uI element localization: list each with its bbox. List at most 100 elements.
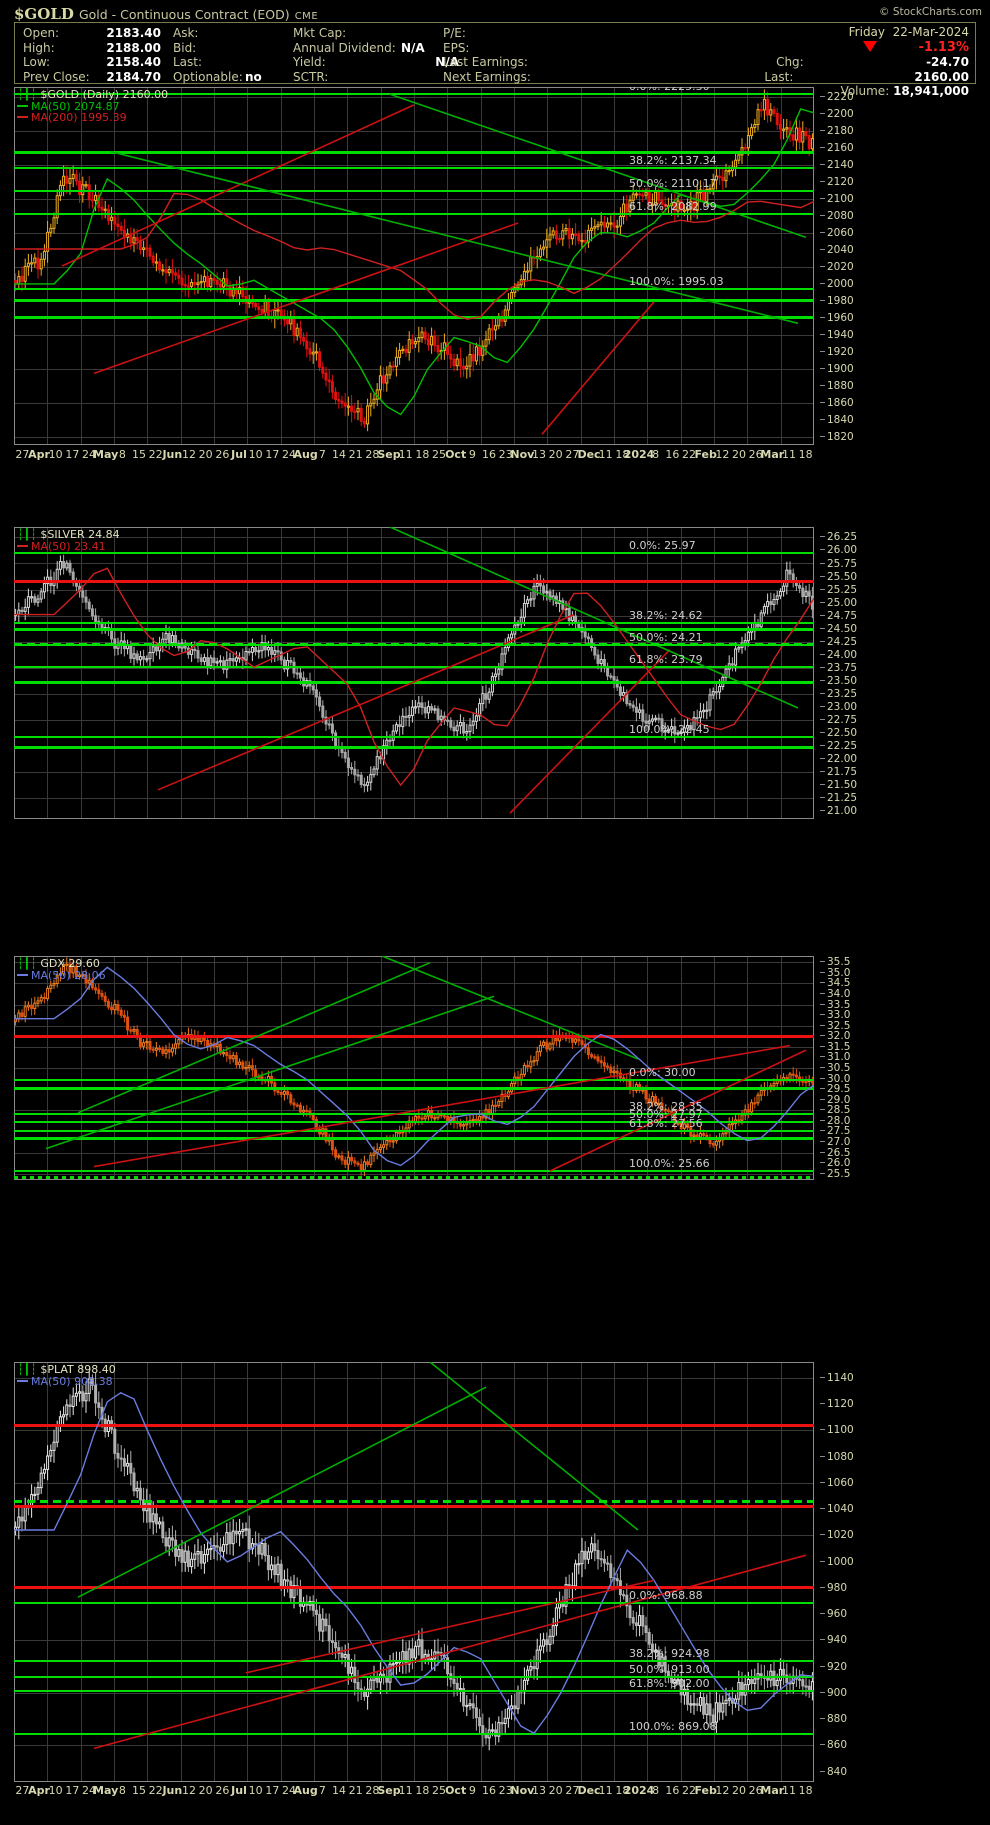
y-axis-label: 29.5 <box>820 1083 850 1095</box>
plot-area-silver[interactable]: 0.0%: 25.97 38.2%: 24.62 50.0%: 24.21 61.8%… <box>14 527 814 819</box>
gridline-horizontal <box>14 1378 814 1379</box>
y-axis-label: 33.0 <box>820 1009 850 1021</box>
gridline-vertical <box>114 1362 115 1782</box>
fib-line-500 <box>14 1676 814 1678</box>
gridline-vertical <box>547 527 548 819</box>
axis-tick-mark <box>820 181 825 182</box>
y-axis-label: 880 <box>820 1713 847 1725</box>
y-axis-label: 1000 <box>820 1556 854 1568</box>
chart-panel-plat[interactable]: 0.0%: 968.88 38.2%: 924.98 50.0%: 913.00 61… <box>14 1362 814 1782</box>
fib-label-1000: 100.0%: 25.66 <box>629 1157 710 1170</box>
x-axis-label: 17 <box>65 448 80 461</box>
chart-panel-silver[interactable]: 0.0%: 25.97 38.2%: 24.62 50.0%: 24.21 61.8%… <box>14 527 814 819</box>
x-axis-label: 26 <box>748 448 763 461</box>
ma-swatch-icon <box>17 104 28 107</box>
axis-tick-mark <box>820 1770 825 1772</box>
gridline-vertical <box>447 1362 448 1782</box>
y-axis-label: 25.00 <box>820 597 857 609</box>
legend-symbol-plat: $PLAT <box>40 1363 74 1376</box>
x-axis-label: 18 <box>798 448 813 461</box>
axis-tick-mark <box>820 1376 825 1378</box>
axis-tick-mark <box>820 197 825 199</box>
x-axis-label: 10 <box>248 448 263 461</box>
gridline-vertical <box>714 527 715 819</box>
gridline-vertical <box>547 87 548 445</box>
copyright-label: © StockCharts.com <box>879 6 982 18</box>
axis-tick-mark <box>820 718 825 720</box>
chart-panel-gdx[interactable]: 0.0%: 30.00 38.2%: 28.35 50.0%: 27.97 61.8%… <box>14 956 814 1180</box>
gridline-horizontal <box>14 437 814 438</box>
gridline-horizontal <box>14 1693 814 1694</box>
axis-tick-mark <box>820 435 825 437</box>
fib-line-618 <box>14 213 814 215</box>
quote-column-price: Open: 2183.40 High: 2188.00 Low: 2158.40 Pr… <box>23 26 161 84</box>
axis-tick-mark <box>820 282 825 284</box>
x-axis-label: 14 <box>332 448 346 461</box>
axis-tick-mark <box>820 549 825 551</box>
y-axis-label: 1820 <box>820 431 854 443</box>
y-axis-label: 26.00 <box>820 544 857 556</box>
x-axis-label: 12 <box>182 1784 196 1797</box>
exchange-label: CME <box>294 11 319 22</box>
plot-area-plat[interactable]: 0.0%: 968.88 38.2%: 924.98 50.0%: 913.00 61… <box>14 1362 814 1782</box>
gridline-horizontal <box>14 1153 814 1154</box>
x-axis-label: 24 <box>282 448 296 461</box>
legend-ma-silver-0: MA(50) 23.41 <box>31 539 106 553</box>
gridline-horizontal <box>14 1535 814 1536</box>
y-axis-label: 2000 <box>820 278 854 290</box>
axis-tick-mark <box>820 1172 825 1174</box>
gridline-horizontal <box>14 1745 814 1746</box>
plot-area-gold[interactable]: 0.0%: 2225.30 38.2%: 2137.34 50.0%: 2110.1… <box>14 87 814 445</box>
axis-tick-mark <box>820 147 825 149</box>
axis-tick-mark <box>820 1613 825 1614</box>
gridline-horizontal <box>14 668 814 669</box>
eps-label: EPS: <box>443 40 470 55</box>
x-axis-label: 18 <box>615 448 630 461</box>
y-axis-label: 2040 <box>820 244 854 256</box>
axis-tick-mark <box>820 601 825 603</box>
quote-box: Open: 2183.40 High: 2188.00 Low: 2158.40 Pr… <box>14 22 976 98</box>
axis-tick-mark <box>820 575 825 577</box>
gridline-horizontal <box>14 962 814 963</box>
annual-dividend-label: Annual Dividend: <box>293 40 396 55</box>
y-axis-label: 900 <box>820 1687 847 1699</box>
gridline-vertical <box>81 87 82 445</box>
gridline-horizontal <box>14 335 814 336</box>
x-axis-label: Nov <box>510 1784 535 1797</box>
axis-tick-mark <box>820 316 825 318</box>
x-axis-label: 23 <box>498 448 513 461</box>
y-axis-label: 28.5 <box>820 1104 850 1116</box>
x-axis-label: 25 <box>432 448 446 461</box>
x-axis-label: 26 <box>215 1784 230 1797</box>
gridline-vertical <box>681 527 682 819</box>
gridline-vertical <box>147 527 148 819</box>
open-label: Open: <box>23 26 60 40</box>
y-axis-label: 1080 <box>820 1451 854 1463</box>
chart-panel-gold[interactable]: 0.0%: 2225.30 38.2%: 2137.34 50.0%: 2110.1… <box>14 87 814 445</box>
axis-tick-mark <box>820 692 825 694</box>
gridline-horizontal <box>14 1430 814 1431</box>
legend-plat: ┆┃┆ $PLAT 898.40 MA(50) 908.38 <box>17 1364 116 1387</box>
gridline-horizontal <box>14 403 814 404</box>
y-axis-label: 1140 <box>820 1372 854 1384</box>
x-axis-label: Jul <box>231 1784 247 1797</box>
y-axis-label: 2100 <box>820 193 854 205</box>
sctr-label: SCTR: <box>293 69 329 84</box>
axis-tick-mark <box>820 771 825 773</box>
y-axis-label: 31.5 <box>820 1041 850 1053</box>
y-axis-label: 940 <box>820 1634 847 1646</box>
gridline-horizontal <box>14 694 814 695</box>
plot-area-gdx[interactable]: 0.0%: 30.00 38.2%: 28.35 50.0%: 27.97 61.8%… <box>14 956 814 1180</box>
x-axis-label: Mar <box>760 448 785 461</box>
gridline-vertical <box>747 527 748 819</box>
x-axis-label: Jun <box>162 1784 183 1797</box>
overlay-lines-gdx <box>14 956 814 1172</box>
y-axis-label: 21.75 <box>820 766 857 778</box>
gridline-vertical <box>747 87 748 445</box>
x-axis-label: 16 <box>665 448 680 461</box>
fib-label-00: 0.0%: 2225.30 <box>629 87 710 93</box>
fib-label-382: 38.2%: 24.62 <box>629 609 703 622</box>
gridline-vertical <box>181 87 182 445</box>
x-axis-label: 17 <box>65 1784 80 1797</box>
axis-tick-mark <box>820 401 825 403</box>
